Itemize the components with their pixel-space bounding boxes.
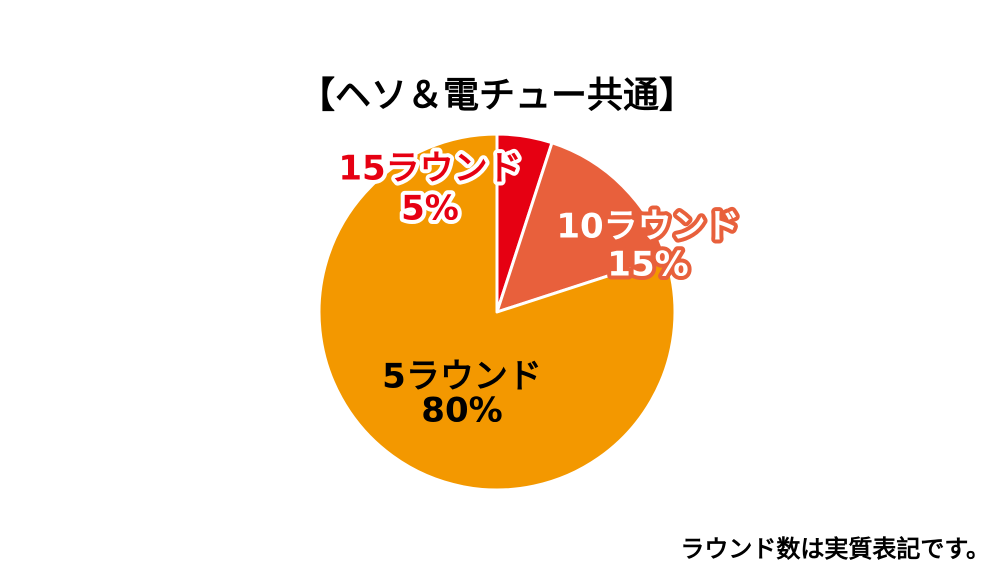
slice-value-label: 5% bbox=[401, 189, 459, 229]
pie-slice bbox=[317, 132, 677, 492]
slice-value-label: 80% bbox=[421, 391, 502, 431]
slice-value-label: 15% bbox=[607, 245, 688, 285]
slice-label: 15ラウンド bbox=[338, 149, 521, 189]
slice-label: 10ラウンド bbox=[556, 207, 739, 247]
footnote: ラウンド数は実質表記です。 bbox=[680, 535, 990, 563]
slice-label: 5ラウンド bbox=[382, 357, 542, 397]
chart-title: 【ヘソ＆電チュー共通】 bbox=[299, 75, 695, 116]
